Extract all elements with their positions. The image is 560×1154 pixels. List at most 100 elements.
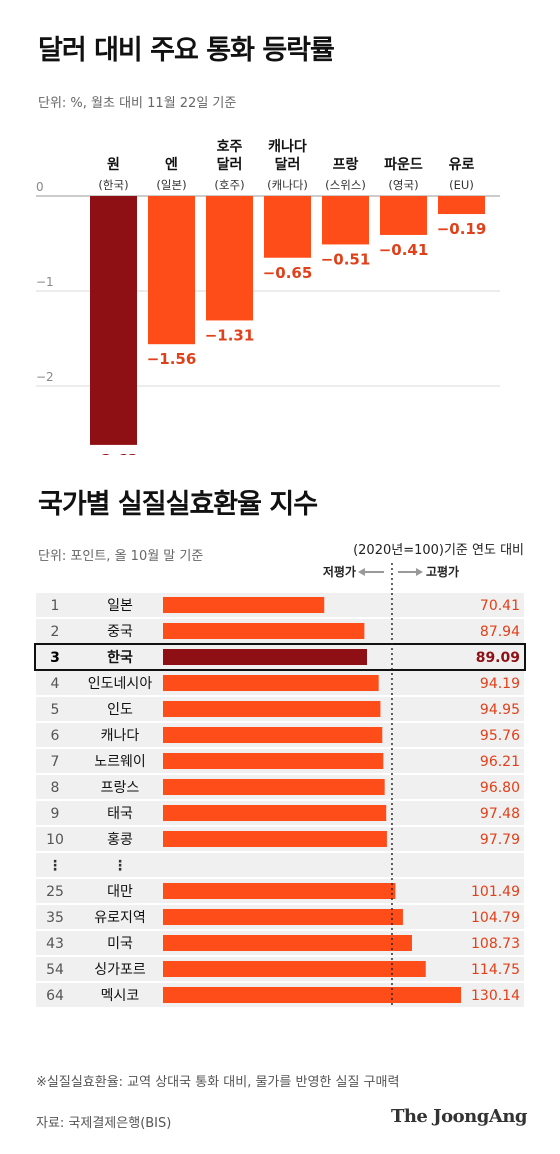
category-label: 유로 xyxy=(449,157,475,173)
category-label: 파운드 xyxy=(384,157,423,173)
value-label: 87.94 xyxy=(480,624,520,640)
country-label: 싱가포르 xyxy=(94,962,146,978)
value-label: 114.75 xyxy=(471,962,520,978)
country-label: 멕시코 xyxy=(101,988,140,1004)
value-label: 95.76 xyxy=(480,728,520,744)
rank-label: 3 xyxy=(50,650,60,666)
bar xyxy=(163,727,383,743)
category-sub-label: (영국) xyxy=(388,178,418,192)
footnote: ※실질실효환율: 교역 상대국 통화 대비, 물가를 반영한 실질 구매력 xyxy=(36,1075,400,1090)
category-label: 달러 xyxy=(275,157,301,173)
chart1-title: 달러 대비 주요 통화 등락률 xyxy=(38,35,335,66)
category-sub-label: (한국) xyxy=(98,178,128,192)
value-label: 96.21 xyxy=(480,754,520,770)
value-label: 104.79 xyxy=(471,910,520,926)
rank-label: 2 xyxy=(51,624,60,640)
bar xyxy=(163,909,403,925)
value-label: 94.95 xyxy=(480,702,520,718)
y-tick-label: −1 xyxy=(36,275,54,289)
bar xyxy=(163,779,385,795)
category-sub-label: (호주) xyxy=(214,178,244,192)
bar-value-label: −0.19 xyxy=(437,220,487,238)
overvalued-label: 고평가 xyxy=(426,564,459,579)
country-label: 노르웨이 xyxy=(94,754,146,770)
bar xyxy=(163,987,461,1003)
category-sub-label: (스위스) xyxy=(325,178,366,192)
country-label: 중국 xyxy=(107,624,133,640)
category-sub-label: (일본) xyxy=(156,178,186,192)
country-label: 미국 xyxy=(107,936,133,952)
bar xyxy=(438,196,485,215)
value-label: 94.19 xyxy=(480,676,520,692)
category-label: 캐나다 xyxy=(268,139,307,155)
bar xyxy=(163,597,325,613)
rank-label: 43 xyxy=(46,936,64,952)
category-label: 엔 xyxy=(165,156,178,173)
value-label: 89.09 xyxy=(476,650,520,666)
country-label: 인도 xyxy=(107,702,133,718)
bar xyxy=(163,675,379,691)
rank-label: 25 xyxy=(46,884,64,900)
country-label: 일본 xyxy=(107,598,133,614)
bar xyxy=(322,196,369,245)
country-label: 대만 xyxy=(107,884,133,900)
bar xyxy=(163,831,387,847)
currency-change-chart: 0−1−2−3−2.62(한국)원−1.56(일본)엔−1.31(호주)호주달러… xyxy=(36,139,500,455)
bar-value-label: −1.56 xyxy=(147,350,197,368)
chart2-unit-note: 단위: 포인트, 올 10월 말 기준 xyxy=(38,549,204,564)
bar xyxy=(380,196,427,235)
bar xyxy=(264,196,311,258)
value-label: 130.14 xyxy=(471,988,520,1004)
category-label: 호주 xyxy=(217,139,243,155)
bar xyxy=(163,649,368,665)
bar-value-label: −2.62 xyxy=(89,451,139,455)
undervalued-label: 저평가 xyxy=(323,564,356,579)
highlight-frame xyxy=(34,643,526,671)
bar xyxy=(163,961,426,977)
name-ellipsis: ⋮ xyxy=(113,858,127,874)
bar-value-label: −0.65 xyxy=(263,264,313,282)
category-sub-label: (캐나다) xyxy=(267,178,308,192)
bar-value-label: −0.41 xyxy=(379,241,429,259)
bar xyxy=(148,196,195,345)
category-label: 원 xyxy=(107,157,120,173)
rank-label: 6 xyxy=(51,728,60,744)
baseline-label: (2020년=100)기준 연도 대비 xyxy=(353,543,524,558)
bar-value-label: −0.51 xyxy=(321,250,371,268)
rank-label: 7 xyxy=(51,754,60,770)
bar xyxy=(163,623,365,639)
rank-label: 5 xyxy=(51,702,60,718)
value-label: 96.80 xyxy=(480,780,520,796)
rank-label: 1 xyxy=(51,598,60,614)
bar xyxy=(163,883,396,899)
rank-label: 54 xyxy=(46,962,64,978)
value-label: 70.41 xyxy=(480,598,520,614)
country-label: 캐나다 xyxy=(101,728,140,744)
y-tick-label: 0 xyxy=(36,180,44,194)
category-label: 프랑 xyxy=(333,157,359,173)
bar-value-label: −1.31 xyxy=(205,326,255,344)
bar xyxy=(206,196,253,321)
bar xyxy=(163,805,387,821)
bar xyxy=(163,701,381,717)
left-arrow-icon xyxy=(357,568,365,576)
rank-label: 9 xyxy=(51,806,60,822)
rank-label: 8 xyxy=(51,780,60,796)
country-label: 유로지역 xyxy=(94,910,146,926)
chart2-title: 국가별 실질실효환율 지수 xyxy=(38,489,318,520)
rank-label: 4 xyxy=(51,676,60,692)
source-note: 자료: 국제결제은행(BIS) xyxy=(36,1116,172,1131)
category-sub-label: (EU) xyxy=(449,178,474,192)
value-label: 97.48 xyxy=(480,806,520,822)
rank-label: 35 xyxy=(46,910,64,926)
category-label: 달러 xyxy=(217,157,243,173)
country-label: 프랑스 xyxy=(101,780,140,796)
publisher-logo: The JoongAng xyxy=(390,1106,528,1127)
country-label: 한국 xyxy=(107,650,133,666)
bar xyxy=(163,753,384,769)
value-label: 97.79 xyxy=(480,832,520,848)
country-label: 인도네시아 xyxy=(88,676,153,692)
chart1-unit-note: 단위: %, 월초 대비 11월 22일 기준 xyxy=(38,96,237,111)
country-label: 태국 xyxy=(107,806,133,822)
right-arrow-icon xyxy=(415,568,423,576)
